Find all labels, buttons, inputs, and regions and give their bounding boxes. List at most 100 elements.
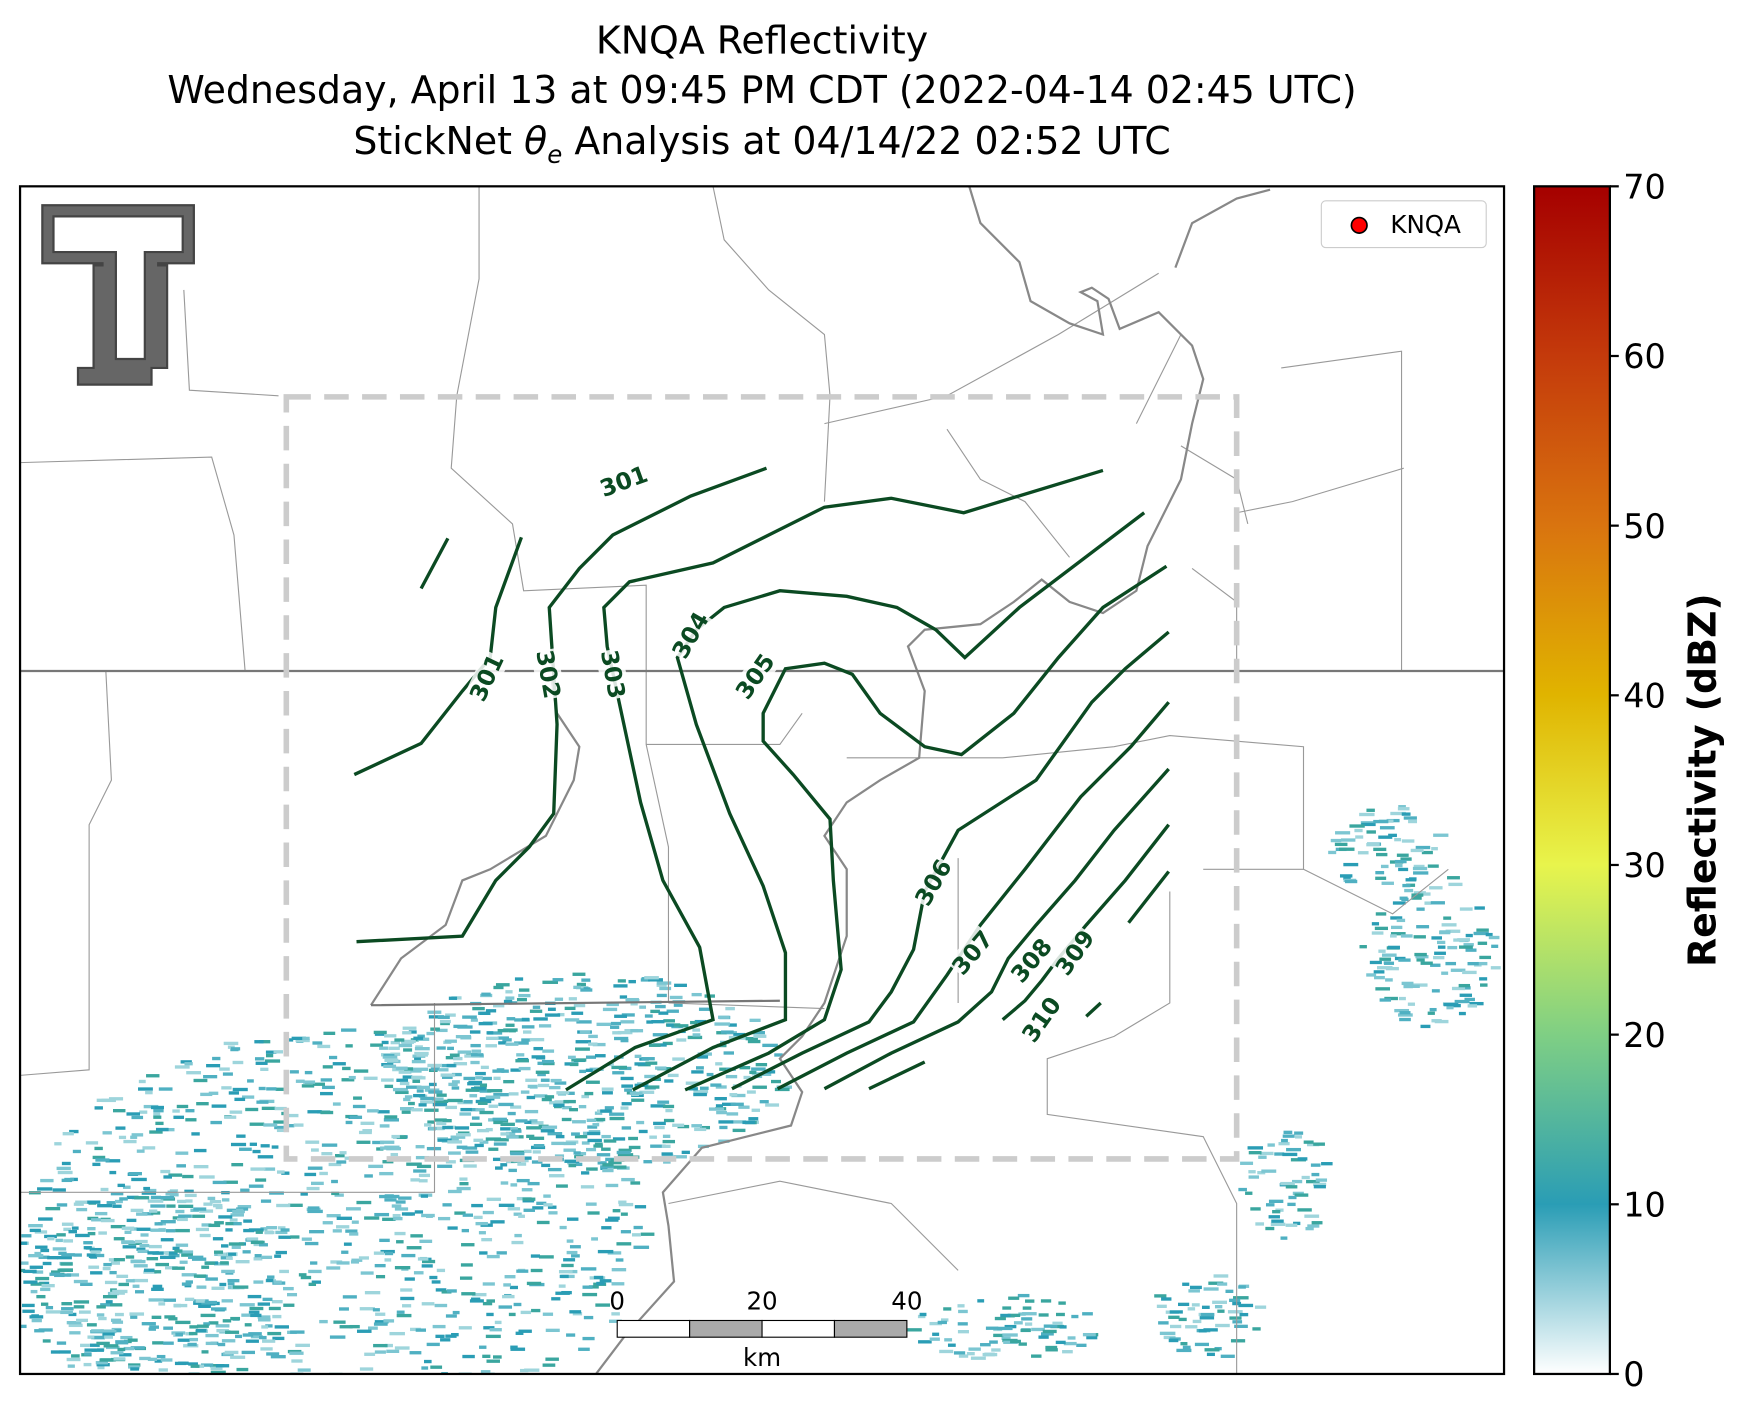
echo [83, 1246, 92, 1250]
echo [475, 1221, 488, 1226]
echo [276, 1203, 291, 1208]
echo [463, 1164, 477, 1168]
echo [628, 1136, 639, 1141]
echo [63, 1239, 74, 1243]
echo [448, 1151, 461, 1155]
scale-segment [689, 1319, 763, 1338]
echo [1395, 863, 1403, 868]
echo [480, 1370, 491, 1374]
echo [1245, 1191, 1253, 1195]
echo [710, 1083, 722, 1087]
echo [379, 1238, 390, 1243]
echo [248, 1382, 262, 1385]
echo [731, 1093, 746, 1098]
echo [305, 1403, 314, 1406]
echo [146, 1378, 160, 1381]
echo [601, 1147, 611, 1151]
echo [482, 1282, 495, 1286]
echo [120, 1335, 133, 1340]
echo [381, 1040, 389, 1045]
echo [518, 1214, 525, 1218]
contour-label-bg [730, 648, 781, 705]
echo [94, 1211, 108, 1216]
echo [148, 1327, 156, 1331]
contour-label-bg [596, 460, 652, 503]
echo [435, 1099, 449, 1104]
echo [573, 985, 581, 990]
echo [273, 1120, 287, 1124]
echo [366, 1385, 378, 1388]
echo [217, 1342, 226, 1347]
echo [31, 1314, 39, 1318]
echo [192, 1214, 206, 1218]
echo [1469, 1001, 1484, 1006]
echo [980, 1343, 991, 1347]
echo [1390, 932, 1406, 936]
echo [175, 1376, 187, 1379]
echo [1431, 936, 1442, 940]
echo [1415, 955, 1429, 959]
echo [152, 1284, 163, 1289]
echo [201, 1223, 212, 1227]
echo [538, 1255, 554, 1259]
echo [1156, 1304, 1167, 1308]
echo [526, 1095, 536, 1100]
echo [430, 1067, 440, 1071]
echo [610, 1021, 622, 1026]
echo [1430, 901, 1445, 905]
echo [493, 1092, 509, 1097]
echo [360, 1121, 375, 1125]
echo [263, 1167, 276, 1171]
echo [179, 1260, 188, 1264]
echo [273, 1050, 284, 1054]
echo [634, 1062, 648, 1066]
echo [482, 1301, 493, 1306]
echo [564, 1006, 576, 1011]
echo [92, 1162, 101, 1167]
echo [520, 1090, 530, 1094]
echo [432, 1324, 446, 1329]
echo [661, 1144, 671, 1148]
echo [576, 985, 589, 990]
echo [479, 1140, 489, 1144]
echo [1261, 1169, 1277, 1173]
echo [371, 1383, 380, 1386]
echo [1002, 1338, 1018, 1343]
echo [469, 1030, 481, 1034]
echo [203, 1202, 213, 1206]
echo [588, 1285, 599, 1289]
echo [20, 1261, 29, 1265]
echo [571, 1254, 580, 1258]
echo [348, 1075, 356, 1080]
echo [385, 1343, 393, 1348]
echo [266, 1352, 280, 1356]
echo [662, 1134, 671, 1138]
echo [235, 1334, 243, 1339]
contour-label-bg [530, 647, 566, 701]
echo [738, 1105, 750, 1109]
echo [198, 1304, 211, 1308]
echo [222, 1072, 233, 1076]
echo [379, 1046, 388, 1050]
echo [663, 1019, 675, 1023]
echo [530, 1268, 543, 1273]
echo [374, 1320, 389, 1324]
echo [436, 1046, 446, 1050]
echo [317, 1044, 331, 1049]
echo [662, 1041, 673, 1046]
echo [1427, 1011, 1435, 1015]
echo [555, 1291, 570, 1295]
echo [408, 1101, 415, 1106]
echo [540, 1129, 555, 1133]
echo [527, 1084, 538, 1089]
echo [469, 1094, 478, 1098]
echo [227, 1282, 235, 1286]
echo [80, 1343, 90, 1348]
echo [655, 1066, 667, 1070]
echo [500, 1132, 510, 1136]
echo [180, 1060, 192, 1064]
echo [490, 1220, 505, 1224]
echo [957, 1304, 965, 1308]
echo [486, 1031, 494, 1035]
echo [257, 1155, 274, 1159]
